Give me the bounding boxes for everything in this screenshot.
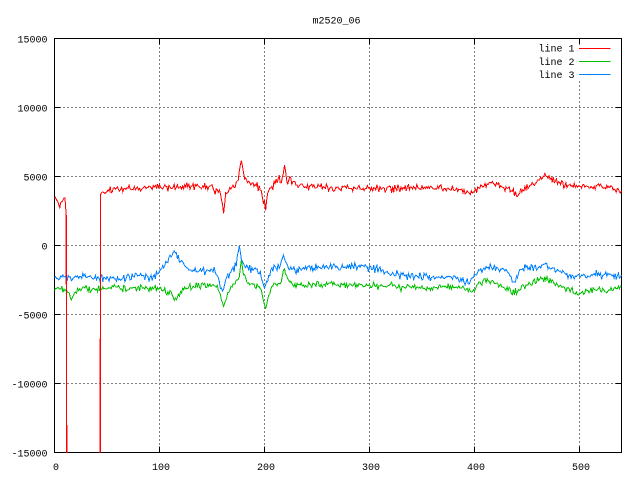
svg-text:400: 400 xyxy=(467,463,485,474)
svg-text:15000: 15000 xyxy=(17,36,47,47)
svg-text:0: 0 xyxy=(41,243,47,254)
svg-text:line 2: line 2 xyxy=(538,57,574,69)
svg-text:200: 200 xyxy=(257,463,275,474)
svg-text:m2520_06: m2520_06 xyxy=(312,17,360,28)
svg-text:300: 300 xyxy=(362,463,380,474)
svg-text:10000: 10000 xyxy=(17,105,47,116)
svg-text:line 1: line 1 xyxy=(538,44,574,56)
svg-text:-5000: -5000 xyxy=(17,312,47,323)
svg-text:500: 500 xyxy=(572,463,590,474)
svg-text:100: 100 xyxy=(152,463,170,474)
svg-text:-15000: -15000 xyxy=(11,450,47,461)
svg-text:5000: 5000 xyxy=(23,174,47,185)
svg-text:0: 0 xyxy=(53,463,59,474)
svg-text:line 3: line 3 xyxy=(538,70,574,82)
svg-text:-10000: -10000 xyxy=(11,381,47,392)
